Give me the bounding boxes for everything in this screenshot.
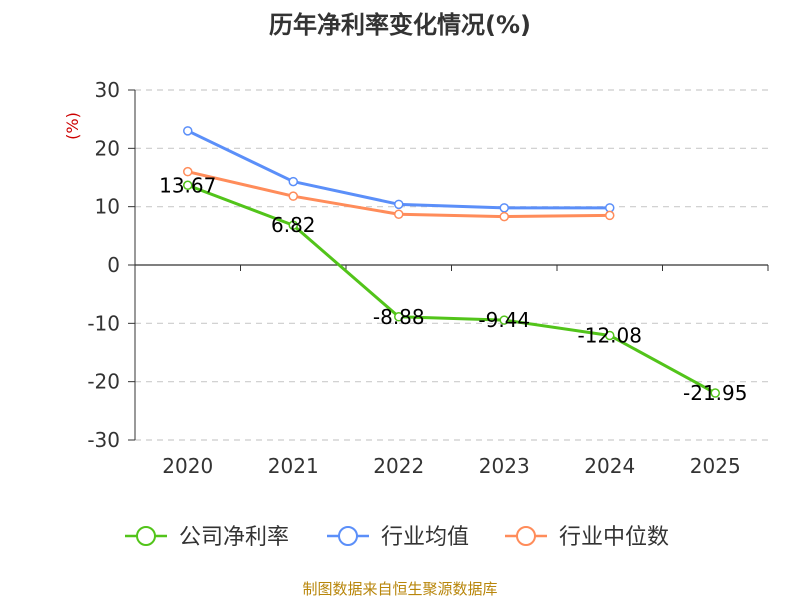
x-tick-label: 2020 xyxy=(162,454,213,478)
data-point xyxy=(605,330,615,341)
data-point xyxy=(183,166,193,177)
data-point xyxy=(499,203,509,213)
data-point xyxy=(499,211,509,222)
series-line xyxy=(187,129,610,210)
legend-label: 行业均值 xyxy=(381,525,469,550)
axes: 30 20 10 0 -10 -20 -30 2020 2021 2022 2023 2024 2025 xyxy=(87,78,769,478)
x-tick-label: 2024 xyxy=(584,454,635,478)
data-point xyxy=(288,176,298,187)
y-tick-label: -10 xyxy=(87,311,120,335)
legend-marker xyxy=(516,526,536,546)
legend: 公司净利率 行业均值 行业中位数 xyxy=(125,525,669,550)
y-tick-label: 0 xyxy=(107,253,120,277)
data-label: -9.44 xyxy=(478,308,530,332)
data-point xyxy=(499,315,509,325)
data-point xyxy=(288,220,298,230)
source-note: 制图数据来自恒生聚源数据库 xyxy=(302,580,497,598)
data-point xyxy=(605,210,615,221)
legend-marker xyxy=(136,526,156,546)
data-point xyxy=(183,126,193,136)
data-label: -12.08 xyxy=(578,323,642,347)
data-label: -8.88 xyxy=(373,305,425,329)
data-label: -21.95 xyxy=(683,381,747,405)
y-tick-label: 10 xyxy=(95,195,120,219)
y-tick-label: 20 xyxy=(95,136,120,160)
x-tick-label: 2022 xyxy=(373,454,424,478)
data-label: 13.67 xyxy=(159,173,216,197)
chart-title: 历年净利率变化情况(%) xyxy=(269,11,531,39)
series-line xyxy=(187,183,716,395)
x-tick-label: 2023 xyxy=(479,454,530,478)
y-tick-label: 30 xyxy=(95,78,120,102)
data-point xyxy=(605,203,615,213)
data-point xyxy=(394,209,404,219)
series-layer: 13.67 6.82 -8.88 -9.44 -12.08 -21.95 xyxy=(159,126,747,405)
x-tick-label: 2021 xyxy=(268,454,319,478)
data-point xyxy=(288,191,298,201)
y-tick-label: -20 xyxy=(87,370,120,394)
data-point xyxy=(394,312,404,322)
x-tick-label: 2025 xyxy=(690,454,741,478)
data-point xyxy=(394,199,404,210)
data-point xyxy=(183,180,193,191)
y-tick-label: -30 xyxy=(87,428,120,452)
legend-label: 公司净利率 xyxy=(179,525,289,550)
data-label: 6.82 xyxy=(271,213,316,237)
y-axis-unit: (%) xyxy=(63,112,82,140)
data-point xyxy=(710,388,720,398)
legend-marker xyxy=(338,526,358,546)
legend-label: 行业中位数 xyxy=(559,525,669,550)
